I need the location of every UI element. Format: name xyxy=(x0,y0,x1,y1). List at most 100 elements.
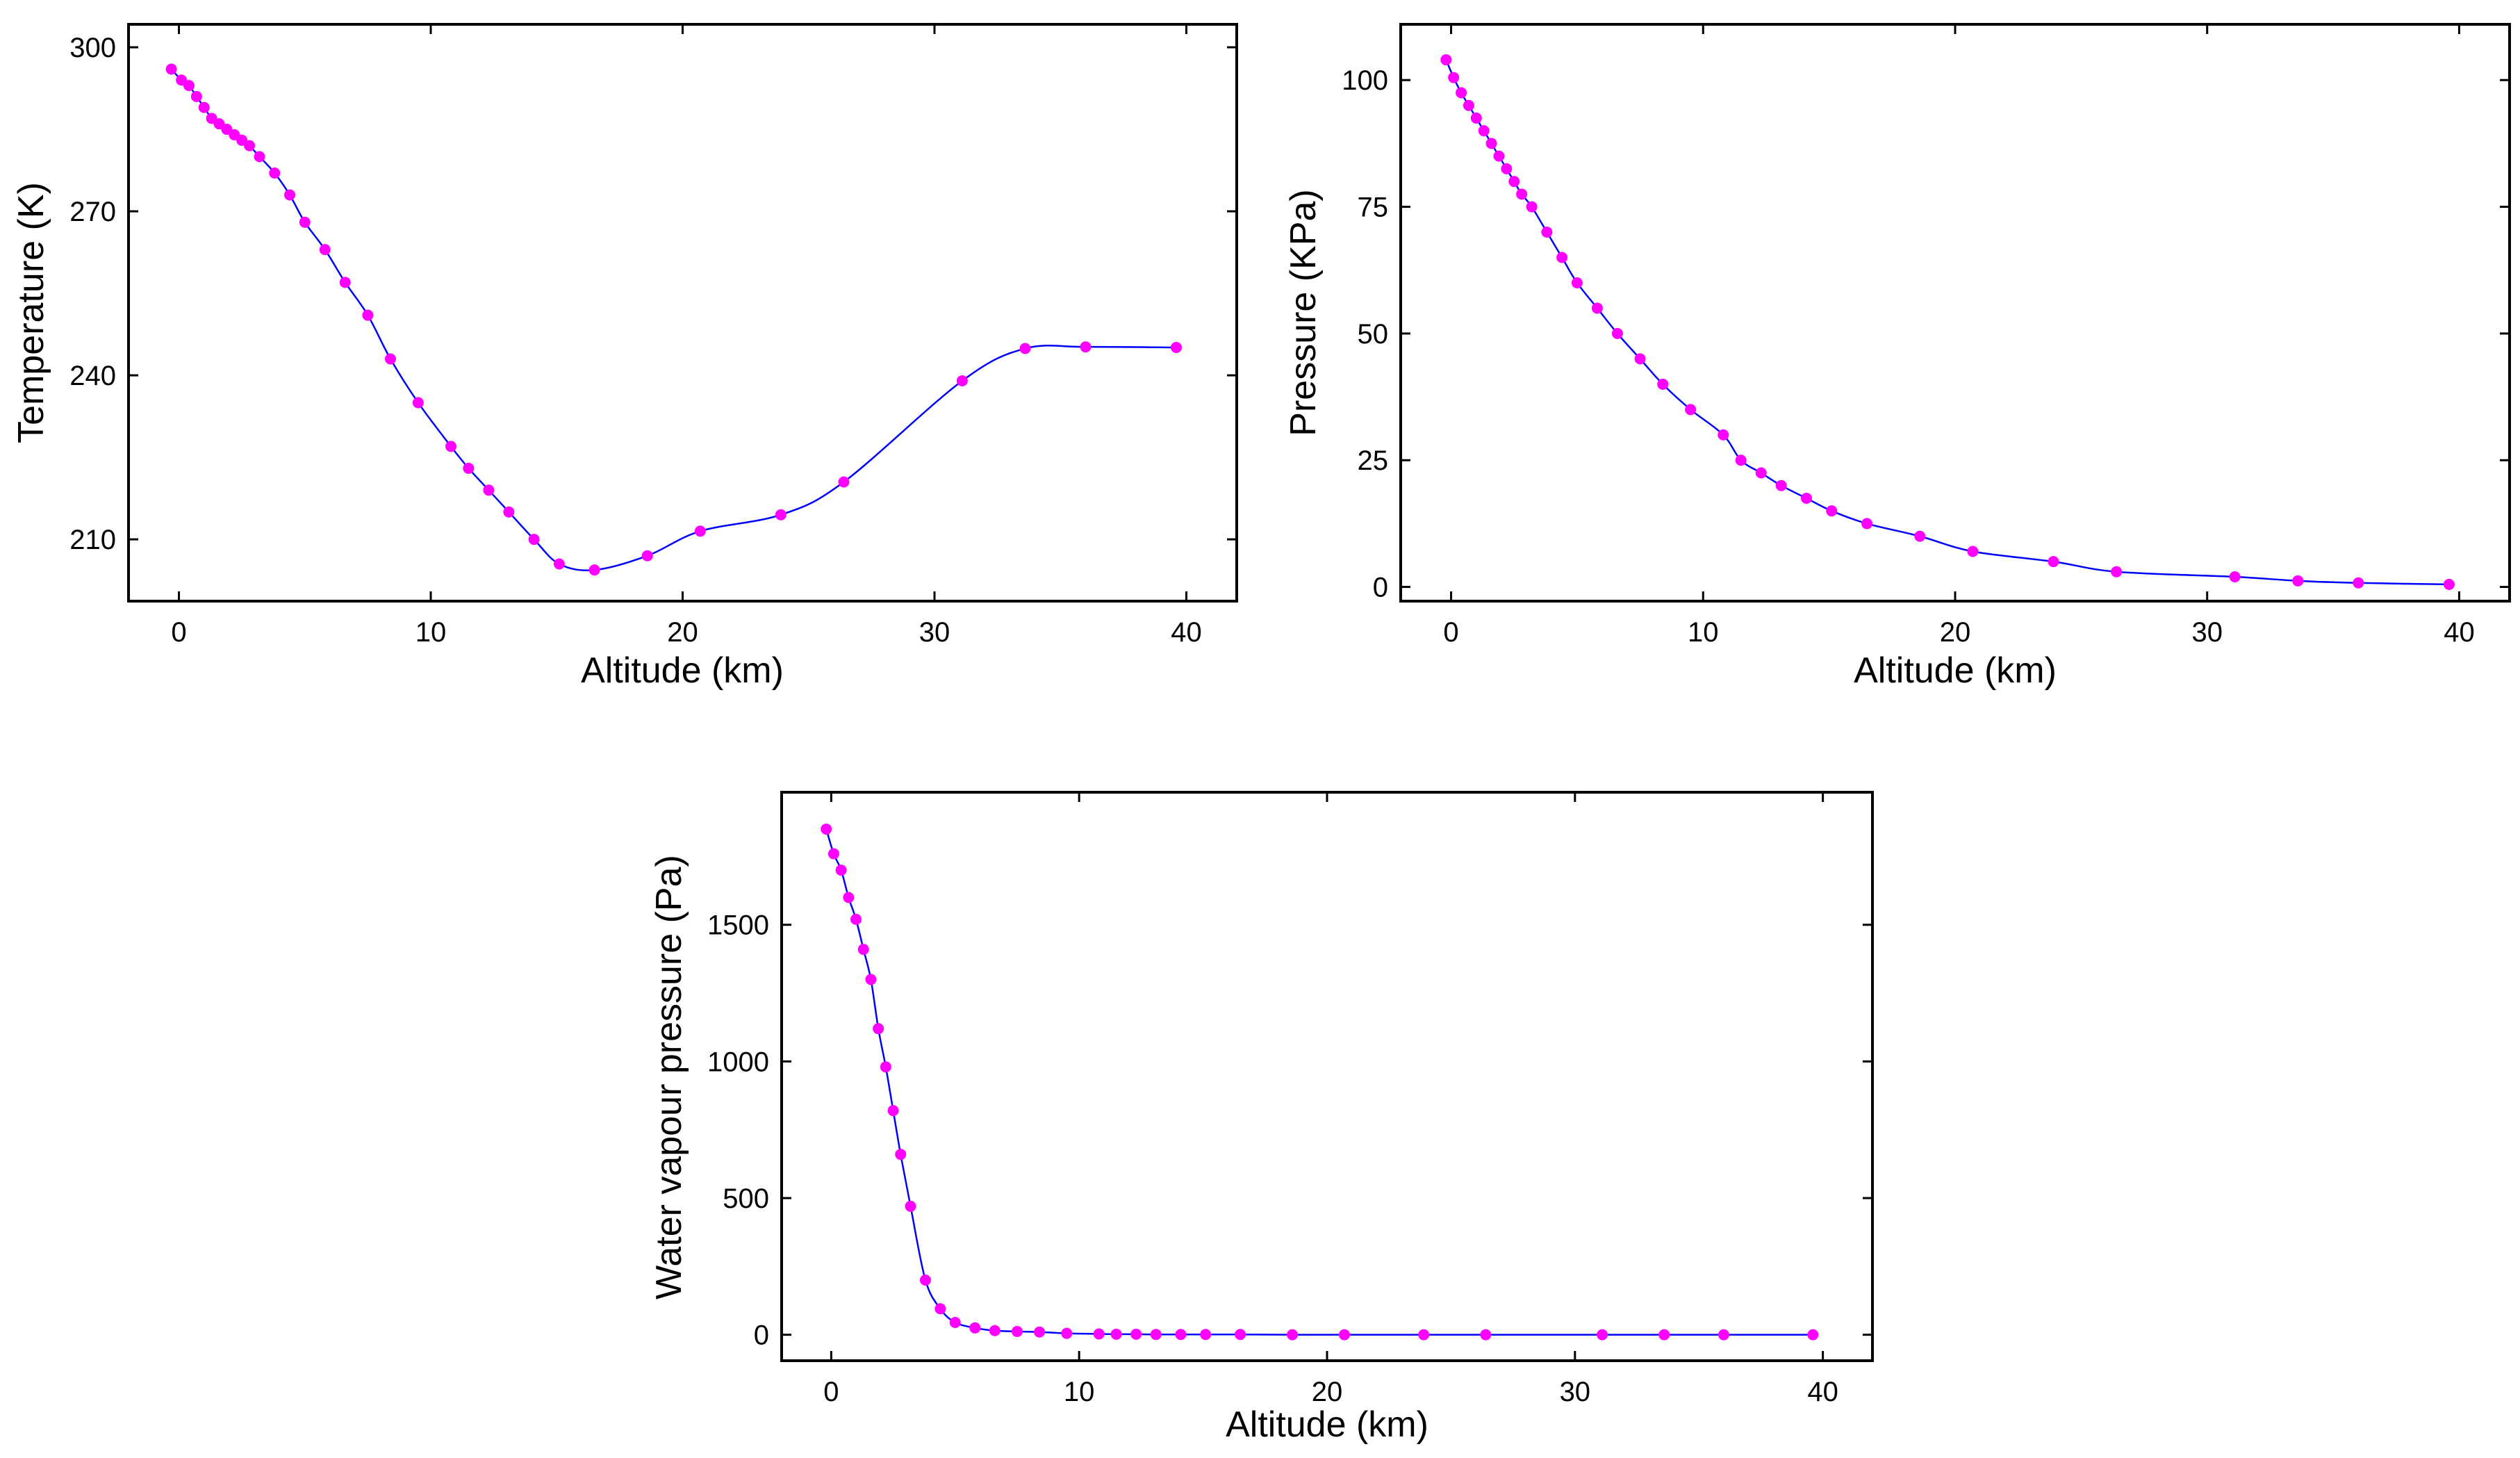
pressure-data-point xyxy=(2353,577,2364,589)
water-vapour-data-point xyxy=(969,1322,981,1334)
pressure-chart: 0 10 20 30 40 0 25 50 75 100 Altitude (km) Pressu… xyxy=(1283,23,2511,691)
pressure-data-point xyxy=(1440,54,1452,66)
temperature-data-point xyxy=(319,244,331,256)
temperature-y-tick-label: 270 xyxy=(69,197,116,227)
water-vapour-data-point xyxy=(1093,1328,1105,1340)
temperature-x-tick-label: 30 xyxy=(919,617,950,648)
water-vapour-data-points xyxy=(821,824,1819,1341)
temperature-data-point xyxy=(190,90,202,102)
water-vapour-y-axis-label: Water vapour pressure (Pa) xyxy=(649,855,689,1300)
temperature-data-point xyxy=(299,216,311,228)
water-vapour-x-tick-label: 30 xyxy=(1560,1377,1591,1407)
temperature-data-point xyxy=(198,101,210,113)
pressure-y-tick-label: 50 xyxy=(1358,319,1389,350)
pressure-data-point xyxy=(1456,87,1467,99)
pressure-data-point xyxy=(1478,125,1490,137)
pressure-x-tick-label: 0 xyxy=(1443,617,1458,648)
water-vapour-data-point xyxy=(857,944,869,956)
water-vapour-data-point xyxy=(1658,1329,1670,1341)
pressure-data-point xyxy=(1448,72,1460,83)
temperature-series-line xyxy=(170,68,1177,571)
temperature-data-point xyxy=(463,462,475,474)
water-vapour-data-point xyxy=(1807,1329,1819,1341)
water-vapour-series-line xyxy=(825,828,1813,1336)
water-vapour-data-point xyxy=(1034,1326,1046,1338)
water-vapour-data-point xyxy=(905,1200,916,1212)
water-vapour-data-point xyxy=(895,1149,907,1161)
pressure-data-point xyxy=(1611,327,1623,339)
pressure-data-point xyxy=(1541,227,1553,238)
water-vapour-data-point xyxy=(880,1061,891,1073)
pressure-data-point xyxy=(1861,518,1873,530)
temperature-data-point xyxy=(528,534,540,546)
water-vapour-data-point xyxy=(827,848,839,860)
water-vapour-data-point xyxy=(1011,1325,1023,1337)
pressure-data-point xyxy=(1501,163,1513,174)
pressure-data-points xyxy=(1440,54,2455,590)
water-vapour-x-tick-label: 10 xyxy=(1064,1377,1095,1407)
pressure-data-point xyxy=(1470,112,1482,124)
pressure-data-point xyxy=(1591,302,1603,314)
temperature-y-tick-label: 210 xyxy=(69,525,116,555)
pressure-data-point xyxy=(2111,566,2123,578)
water-vapour-data-point xyxy=(1718,1329,1729,1341)
water-vapour-data-point xyxy=(1061,1327,1073,1339)
pressure-data-point xyxy=(1755,467,1767,479)
temperature-data-point xyxy=(775,509,787,521)
water-vapour-data-point xyxy=(1418,1329,1430,1341)
water-vapour-data-point xyxy=(1287,1329,1299,1341)
temperature-data-point xyxy=(956,375,968,386)
pressure-data-point xyxy=(1485,138,1497,149)
water-vapour-data-point xyxy=(1130,1328,1142,1340)
temperature-data-point xyxy=(445,441,456,452)
pressure-data-point xyxy=(1493,150,1505,162)
pressure-data-point xyxy=(1571,277,1583,288)
pressure-y-tick-label: 25 xyxy=(1358,445,1389,476)
water-vapour-data-point xyxy=(873,1023,884,1035)
pressure-data-point xyxy=(1800,492,1812,504)
water-vapour-data-point xyxy=(1150,1329,1162,1341)
pressure-data-point xyxy=(2443,578,2455,590)
pressure-data-point xyxy=(1967,546,1979,557)
water-vapour-x-tick-label: 40 xyxy=(1807,1377,1838,1407)
temperature-y-axis-label: Temperature (K) xyxy=(11,182,51,443)
pressure-data-point xyxy=(1826,505,1838,517)
water-vapour-axis-ticks: 0 10 20 30 40 0 500 1000 1500 xyxy=(707,792,1872,1407)
temperature-data-point xyxy=(1080,341,1092,353)
pressure-y-axis-label: Pressure (KPa) xyxy=(1283,189,1324,436)
pressure-data-point xyxy=(1508,176,1520,188)
temperature-x-axis-label: Altitude (km) xyxy=(581,650,784,691)
water-vapour-data-point xyxy=(989,1325,1000,1336)
temperature-axis-ticks: 0 10 20 30 40 210 240 270 300 xyxy=(69,24,1237,648)
temperature-y-tick-label: 300 xyxy=(69,33,116,63)
pressure-plot-frame xyxy=(1399,23,2511,603)
temperature-data-point xyxy=(284,189,295,201)
water-vapour-chart: 0 10 20 30 40 0 500 1000 1500 Altitude (km) Wate… xyxy=(649,791,1874,1445)
pressure-y-tick-label: 100 xyxy=(1342,65,1388,96)
temperature-x-tick-label: 0 xyxy=(171,617,186,648)
pressure-data-point xyxy=(2292,575,2304,587)
pressure-data-point xyxy=(1914,530,1926,542)
temperature-data-point xyxy=(165,63,177,75)
temperature-x-tick-label: 20 xyxy=(667,617,698,648)
water-vapour-data-point xyxy=(865,974,877,985)
water-vapour-data-point xyxy=(1338,1329,1350,1341)
pressure-data-point xyxy=(1556,252,1568,263)
pressure-data-point xyxy=(1657,378,1669,390)
water-vapour-data-point xyxy=(1597,1329,1608,1341)
temperature-data-point xyxy=(362,309,374,321)
water-vapour-data-point xyxy=(1235,1329,1246,1341)
pressure-data-point xyxy=(1685,404,1697,416)
water-vapour-data-point xyxy=(949,1316,961,1328)
temperature-data-point xyxy=(269,167,281,179)
water-vapour-data-point xyxy=(1110,1328,1122,1340)
temperature-data-point xyxy=(412,397,424,409)
temperature-data-point xyxy=(183,80,195,92)
water-vapour-y-tick-label: 1000 xyxy=(707,1047,769,1077)
temperature-x-tick-label: 40 xyxy=(1171,617,1202,648)
temperature-data-point xyxy=(553,558,565,570)
water-vapour-data-point xyxy=(934,1303,946,1315)
temperature-y-tick-label: 240 xyxy=(69,361,116,391)
temperature-data-points xyxy=(165,63,1182,576)
